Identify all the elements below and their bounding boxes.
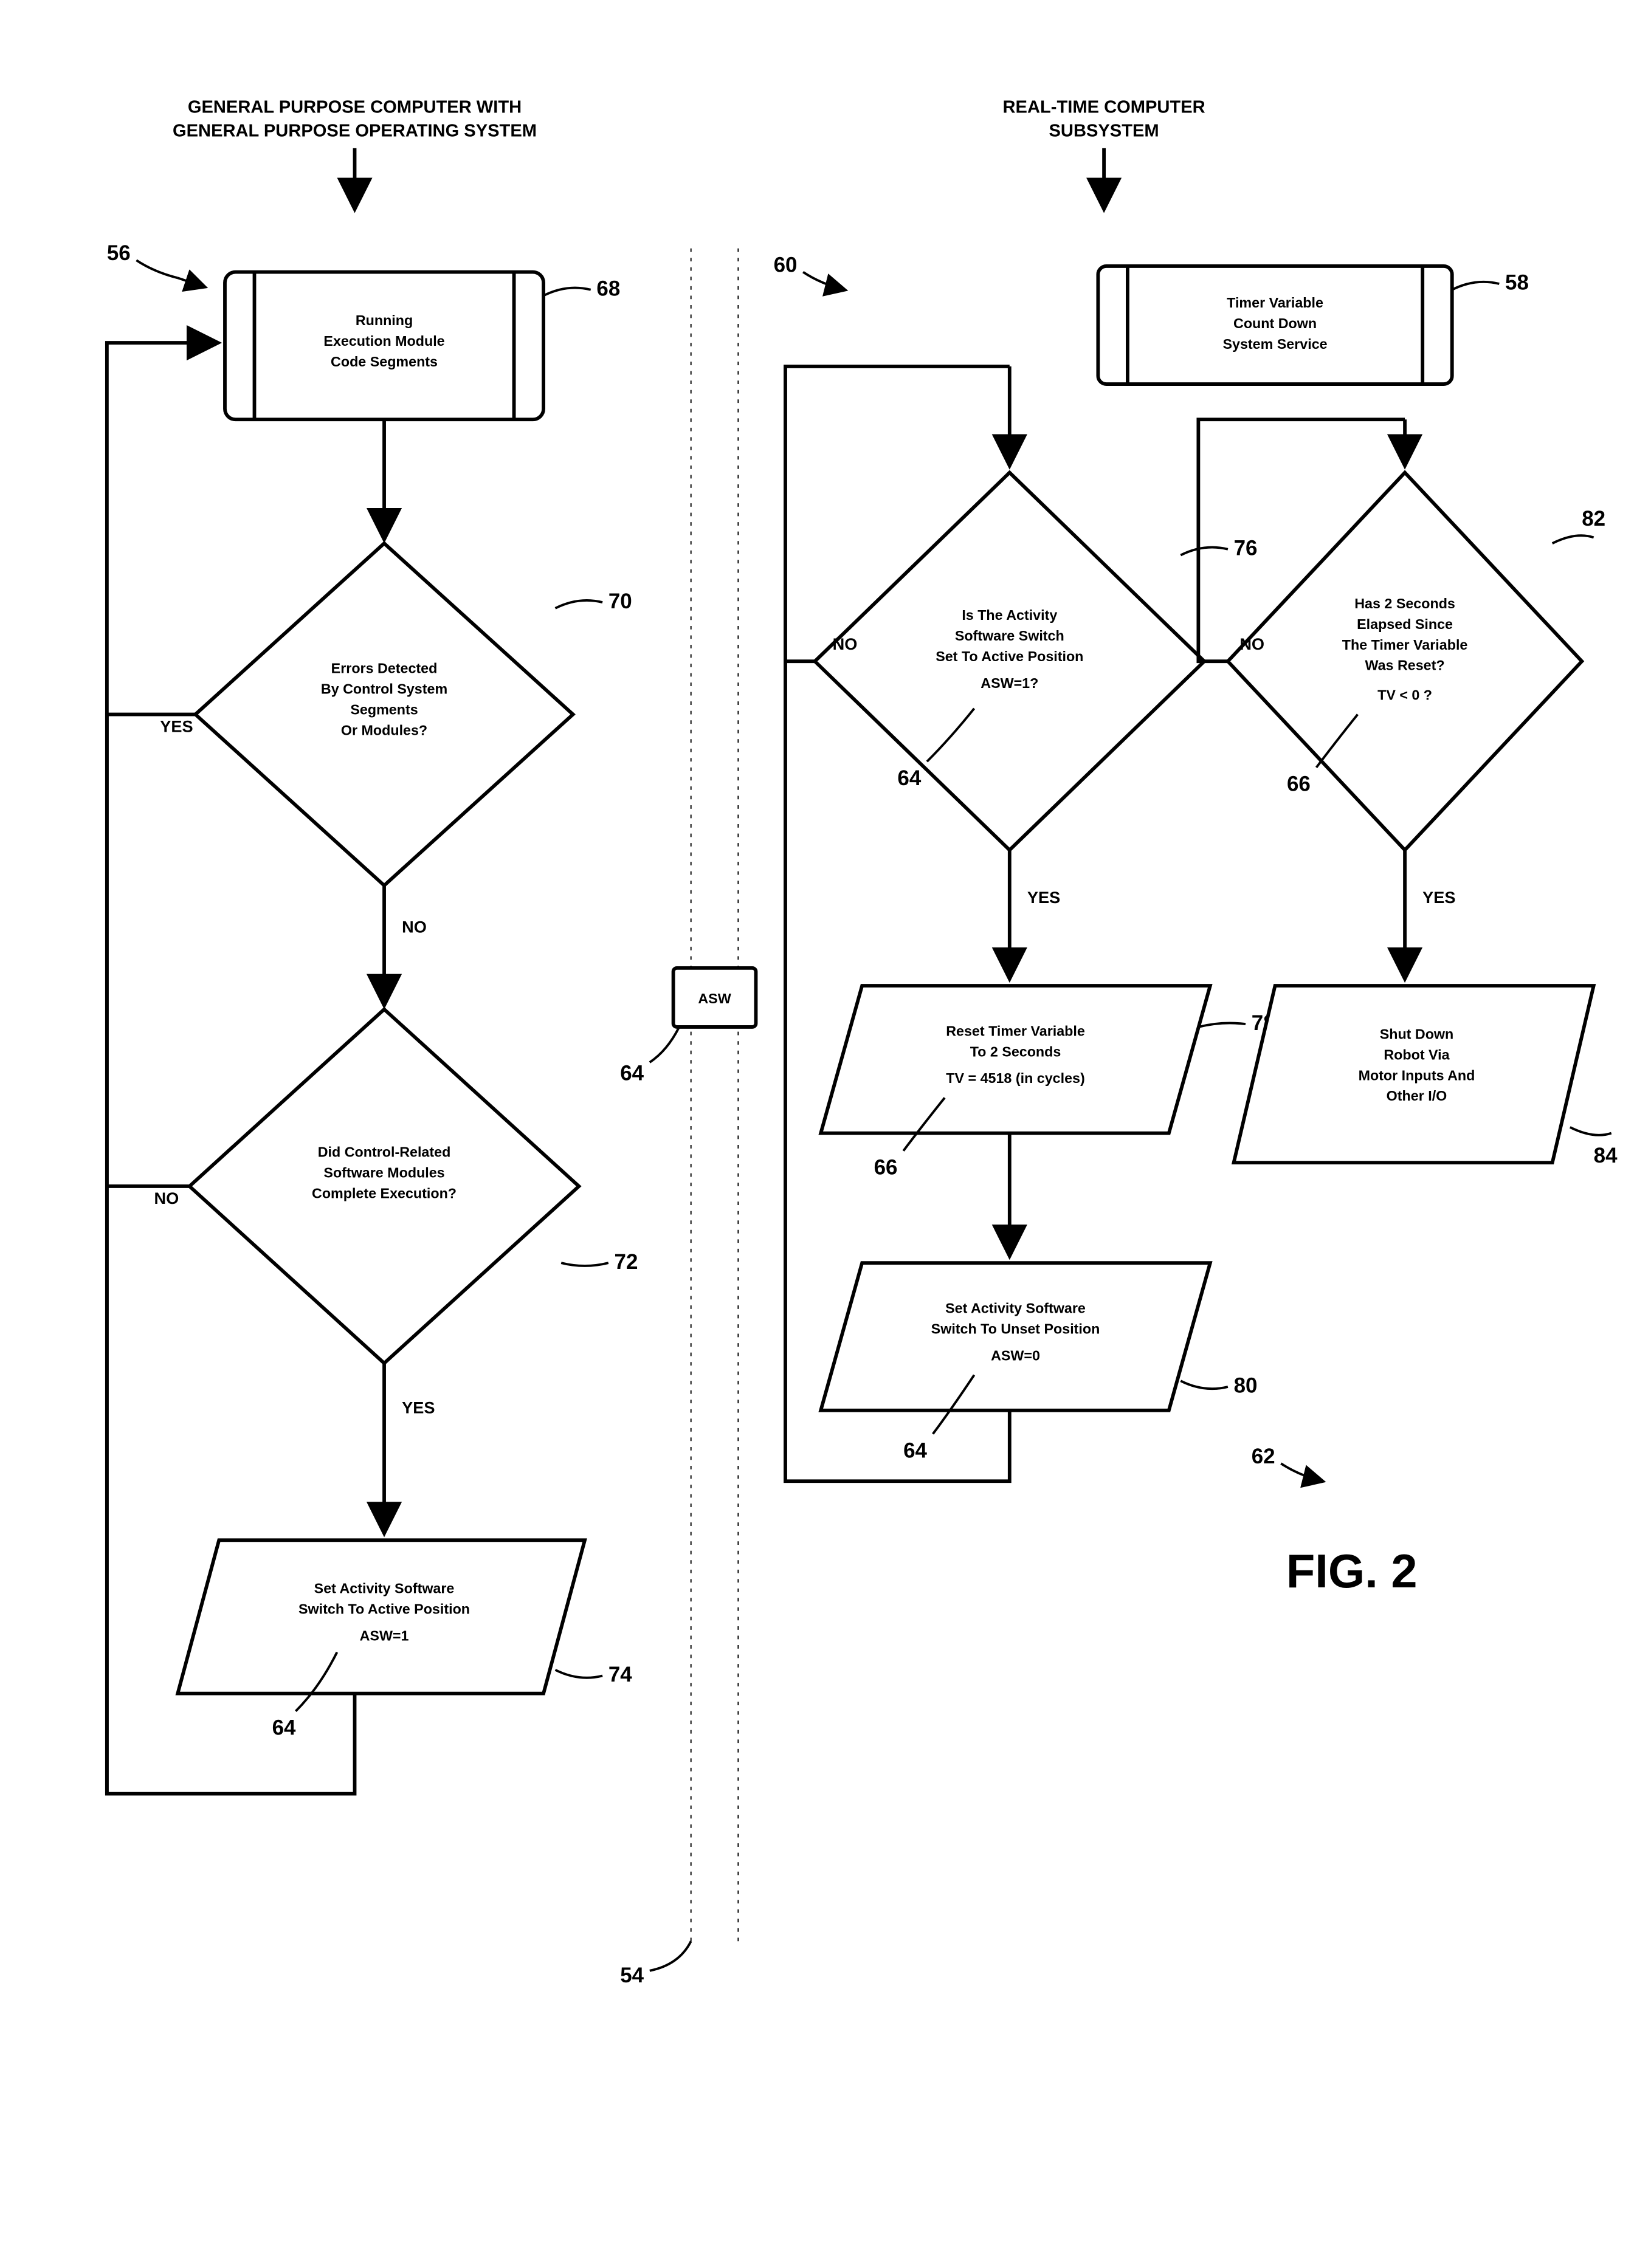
ref-82: 82: [1582, 507, 1605, 531]
header-left: GENERAL PURPOSE COMPUTER WITH GENERAL PU…: [173, 98, 537, 207]
svg-text:YES: YES: [1027, 888, 1060, 907]
svg-text:Execution Module: Execution Module: [323, 333, 444, 349]
svg-text:ASW: ASW: [698, 991, 731, 1006]
svg-text:Motor Inputs And: Motor Inputs And: [1359, 1067, 1475, 1083]
svg-text:YES: YES: [402, 1398, 435, 1417]
decision-70: Errors Detected By Control System Segmen…: [195, 543, 632, 885]
ref-64-b: 64: [620, 1061, 644, 1085]
svg-text:Or Modules?: Or Modules?: [341, 723, 427, 738]
svg-text:Code Segments: Code Segments: [331, 354, 438, 369]
ref-54: 54: [620, 1964, 644, 1987]
ref-76: 76: [1234, 536, 1258, 560]
svg-text:TV < 0 ?: TV < 0 ?: [1377, 687, 1432, 703]
svg-text:NO: NO: [402, 918, 427, 936]
svg-text:System Service: System Service: [1222, 336, 1327, 352]
ref-70: 70: [608, 589, 632, 613]
svg-text:ASW=1?: ASW=1?: [981, 675, 1038, 691]
left-column: 56 Running Execution Module Code Segment…: [107, 241, 638, 1793]
parallelogram-74: Set Activity Software Switch To Active P…: [178, 1540, 632, 1739]
svg-text:Segments: Segments: [350, 702, 418, 718]
svg-text:GENERAL PURPOSE COMPUTER WITH: GENERAL PURPOSE COMPUTER WITH: [188, 98, 522, 117]
process-68: Running Execution Module Code Segments 6…: [225, 272, 620, 420]
ref-74: 74: [608, 1663, 632, 1686]
ref-56: 56: [107, 241, 131, 265]
svg-text:Other I/O: Other I/O: [1387, 1088, 1447, 1104]
flowchart-figure: GENERAL PURPOSE COMPUTER WITH GENERAL PU…: [24, 24, 1627, 2225]
parallelogram-84: Shut Down Robot Via Motor Inputs And Oth…: [1234, 986, 1618, 1167]
ref-62: 62: [1252, 1445, 1275, 1468]
svg-text:Reset Timer Variable: Reset Timer Variable: [946, 1023, 1085, 1039]
figure-label: FIG. 2: [1286, 1545, 1418, 1598]
svg-text:Complete Execution?: Complete Execution?: [312, 1185, 457, 1201]
svg-text:Was Reset?: Was Reset?: [1365, 658, 1445, 673]
asw-box: ASW 64: [620, 968, 756, 1085]
decision-82: Has 2 Seconds Elapsed Since The Timer Va…: [1228, 473, 1605, 850]
svg-text:Set Activity Software: Set Activity Software: [314, 1581, 455, 1596]
svg-text:Software Switch: Software Switch: [955, 628, 1064, 644]
svg-text:YES: YES: [1422, 888, 1455, 907]
svg-text:SUBSYSTEM: SUBSYSTEM: [1049, 121, 1159, 140]
svg-text:Is The Activity: Is The Activity: [962, 607, 1057, 623]
svg-text:Did Control-Related: Did Control-Related: [318, 1144, 451, 1160]
parallelogram-80: Set Activity Software Switch To Unset Po…: [821, 1263, 1257, 1462]
ref-68: 68: [596, 277, 620, 300]
svg-text:NO: NO: [833, 634, 858, 653]
header-right: REAL-TIME COMPUTER SUBSYSTEM: [1003, 98, 1205, 207]
svg-text:Switch To Active Position: Switch To Active Position: [298, 1601, 470, 1617]
svg-text:Set Activity Software: Set Activity Software: [945, 1301, 1086, 1316]
svg-text:TV = 4518 (in cycles): TV = 4518 (in cycles): [946, 1070, 1084, 1086]
parallelogram-78: Reset Timer Variable To 2 Seconds TV = 4…: [821, 986, 1275, 1180]
ref-64-a: 64: [272, 1716, 296, 1740]
svg-text:GENERAL PURPOSE OPERATING SYST: GENERAL PURPOSE OPERATING SYSTEM: [173, 121, 537, 140]
svg-text:REAL-TIME COMPUTER: REAL-TIME COMPUTER: [1003, 98, 1205, 117]
svg-text:NO: NO: [1239, 634, 1264, 653]
svg-text:Robot Via: Robot Via: [1384, 1046, 1450, 1062]
svg-text:Count Down: Count Down: [1233, 315, 1317, 331]
svg-text:The Timer Variable: The Timer Variable: [1342, 637, 1468, 653]
svg-text:Has 2 Seconds: Has 2 Seconds: [1354, 596, 1455, 611]
svg-text:Elapsed Since: Elapsed Since: [1357, 616, 1453, 632]
svg-text:YES: YES: [160, 717, 193, 736]
ref-72: 72: [615, 1250, 638, 1274]
svg-text:To 2 Seconds: To 2 Seconds: [970, 1043, 1061, 1059]
svg-text:Running: Running: [356, 312, 413, 328]
divider-54: 54: [620, 249, 738, 1987]
svg-text:Software Modules: Software Modules: [323, 1164, 444, 1180]
ref-60: 60: [774, 253, 798, 277]
decision-76: Is The Activity Software Switch Set To A…: [815, 473, 1258, 850]
decision-72: Did Control-Related Software Modules Com…: [190, 1009, 638, 1363]
svg-text:Switch To Unset Position: Switch To Unset Position: [931, 1321, 1100, 1337]
svg-text:ASW=0: ASW=0: [991, 1347, 1040, 1363]
ref-66-b: 66: [1287, 772, 1311, 796]
ref-64-c: 64: [897, 766, 921, 790]
ref-66-a: 66: [874, 1156, 898, 1180]
svg-text:ASW=1: ASW=1: [360, 1627, 409, 1643]
ref-64-d: 64: [903, 1438, 927, 1462]
svg-text:Errors Detected: Errors Detected: [331, 661, 438, 676]
svg-text:Set To Active Position: Set To Active Position: [936, 648, 1083, 664]
svg-text:Timer Variable: Timer Variable: [1227, 295, 1323, 311]
svg-text:NO: NO: [154, 1189, 179, 1208]
ref-80: 80: [1234, 1374, 1258, 1398]
ref-84: 84: [1594, 1144, 1618, 1167]
ref-58: 58: [1505, 271, 1529, 295]
svg-text:Shut Down: Shut Down: [1380, 1026, 1454, 1042]
service-58: Timer Variable Count Down System Service…: [1098, 266, 1529, 384]
svg-text:By Control System: By Control System: [321, 681, 447, 697]
